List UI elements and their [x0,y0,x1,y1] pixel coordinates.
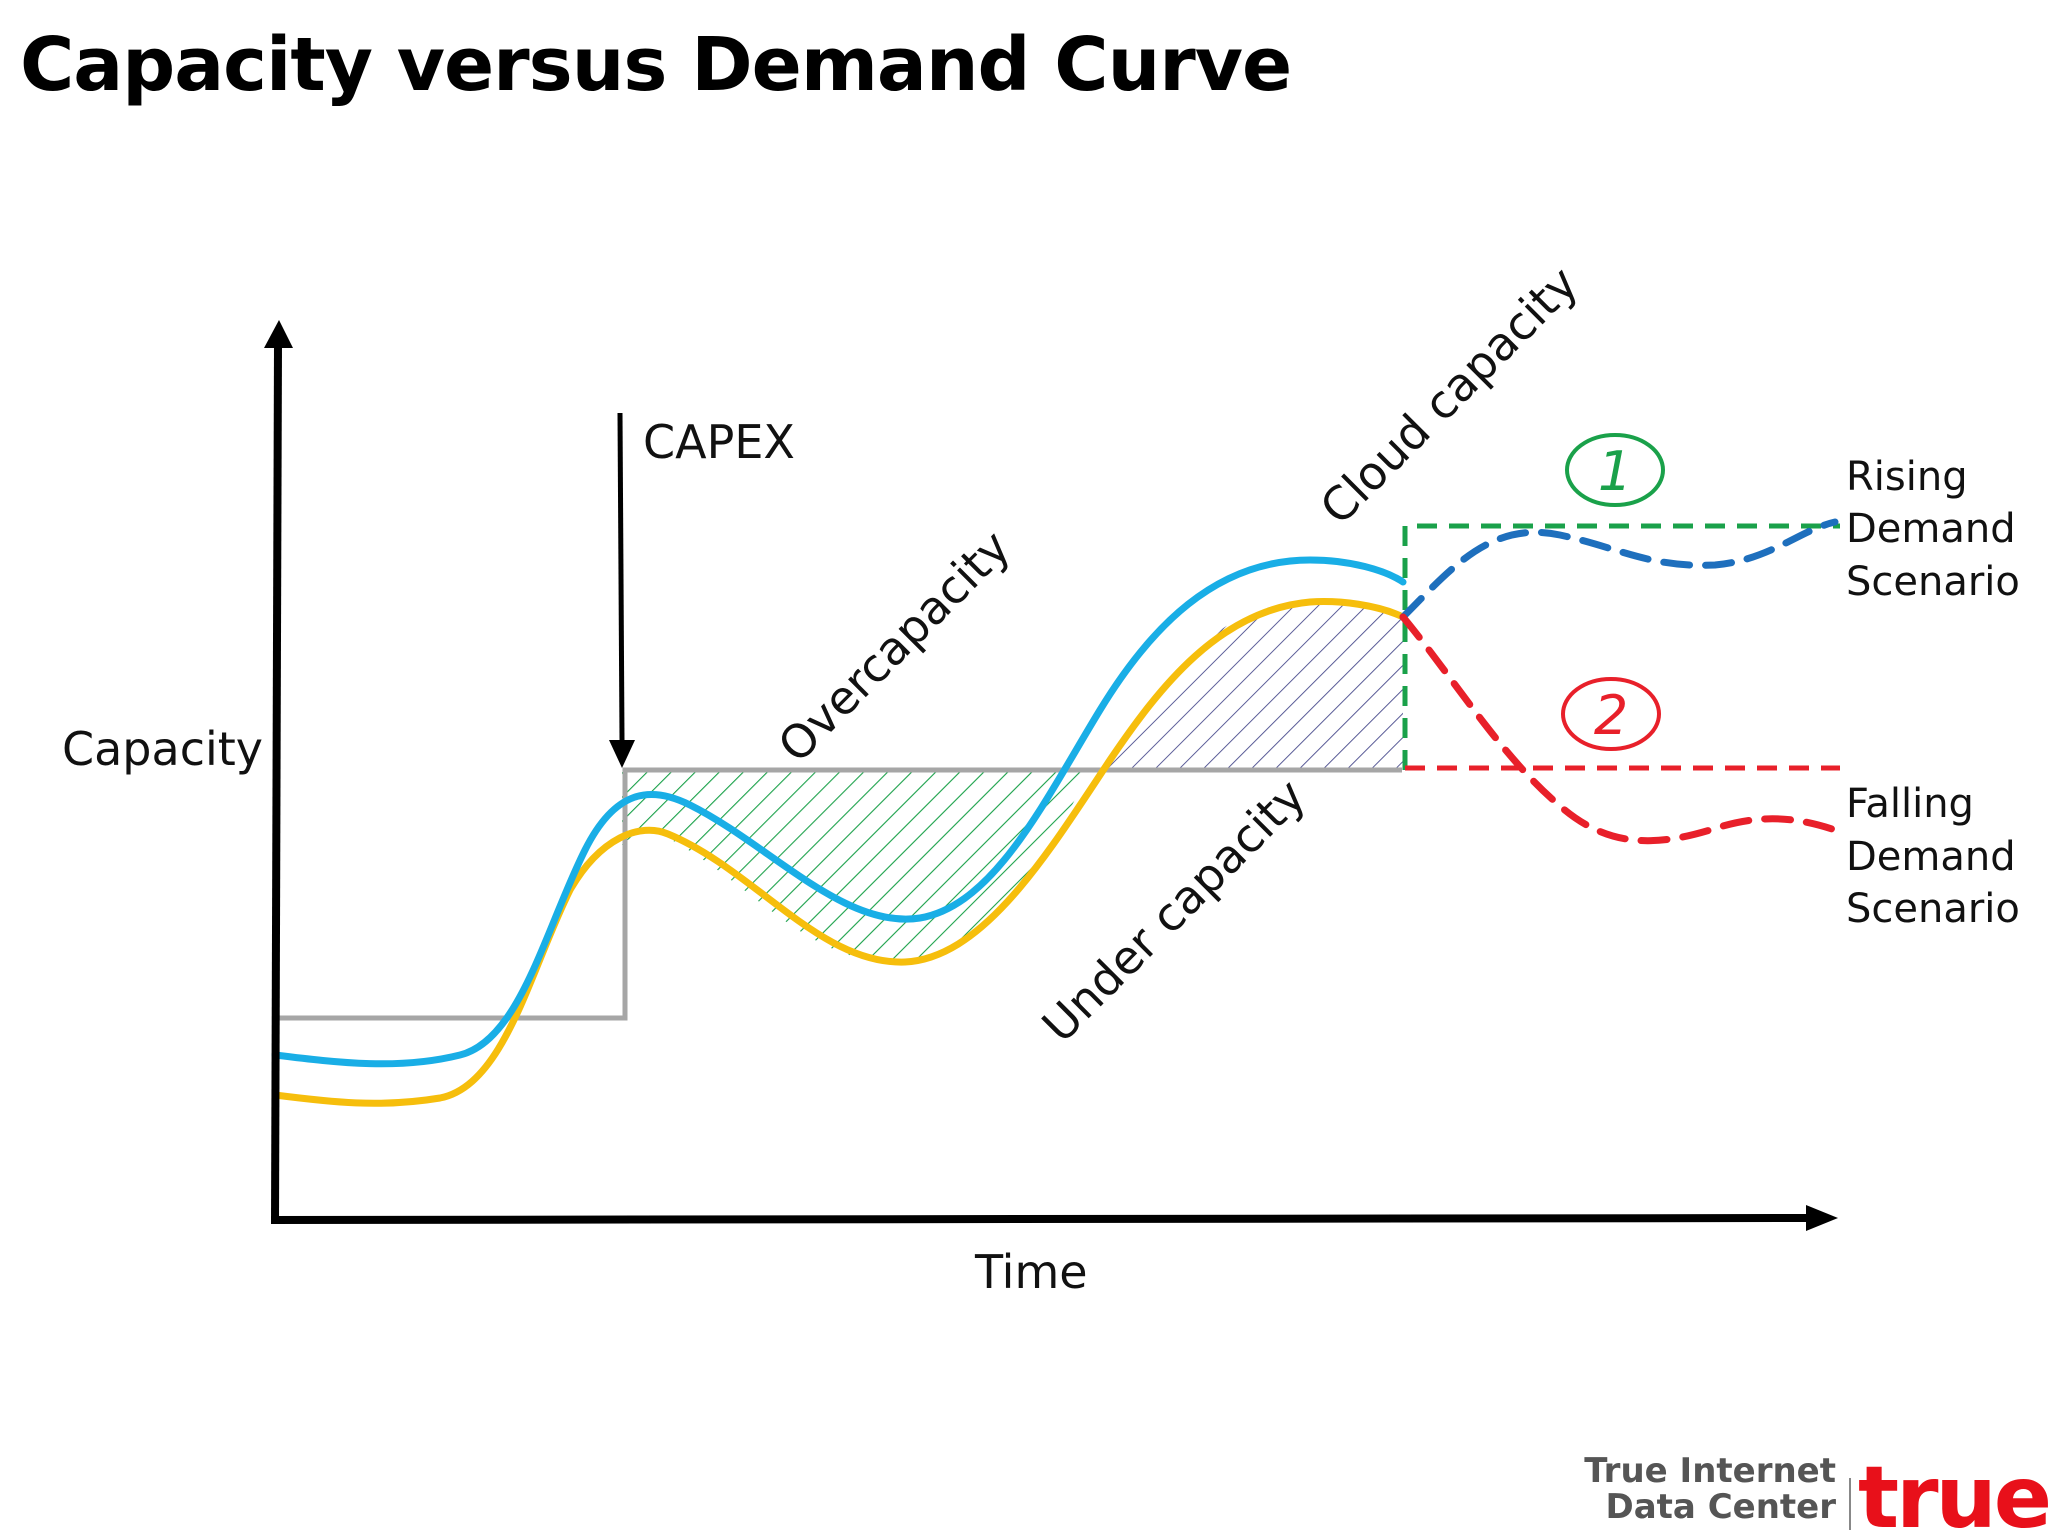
scenario-2-oval [1561,677,1661,751]
y-axis-arrowhead [264,320,293,348]
x-axis-label: Time [974,1245,1088,1299]
capacity-curve [271,556,1407,1068]
scenario-1-number: 1 [1598,440,1632,503]
slide-title: Capacity versus Demand Curve [20,22,1292,108]
logo-brand: true [1858,1448,2048,1536]
overcapacity-label: Overcapacity [768,520,1021,773]
scenario-2-marker: 2 [1561,677,1661,751]
x-axis-arrowhead [1806,1205,1838,1231]
falling-scenario-label: Falling Demand Scenario [1846,781,2020,932]
rising-scenario-line-2: Demand [1846,506,2016,552]
logo-company-line-2: Data Center [1606,1487,1837,1527]
rising-scenario-line-3: Scenario [1846,559,2020,605]
falling-scenario-line-1: Falling [1846,781,1974,827]
rising-demand-dashed-curve [1399,518,1839,621]
rising-scenario-line-1: Rising [1846,454,1968,500]
cloud-capacity-label: Cloud capacity [1310,256,1589,535]
demand-curve [271,598,1407,1107]
true-idc-logo: True Internet Data Center true [1584,1448,2048,1536]
rising-capacity-dashed-line [1402,523,1840,770]
capex-arrow-shaft [617,412,625,741]
scenario-1-oval [1565,433,1665,507]
y-axis [271,344,282,1223]
logo-company-line-1: True Internet [1584,1451,1836,1491]
x-axis [270,1214,1811,1224]
scenario-2-number: 2 [1594,684,1628,747]
capex-label: CAPEX [643,415,795,469]
rising-scenario-label: Rising Demand Scenario [1846,454,2020,605]
y-axis-label: Capacity [62,722,263,776]
falling-demand-dashed-curve [1399,613,1839,845]
falling-scenario-line-2: Demand [1846,834,2016,880]
undercapacity-hatch-area [1106,600,1403,770]
overcapacity-hatch-area [622,770,1090,963]
scenario-1-marker: 1 [1565,433,1665,507]
fixed-capacity-step-line [275,767,1402,1021]
capex-arrow-head [609,740,635,768]
falling-scenario-line-3: Scenario [1846,886,2020,932]
